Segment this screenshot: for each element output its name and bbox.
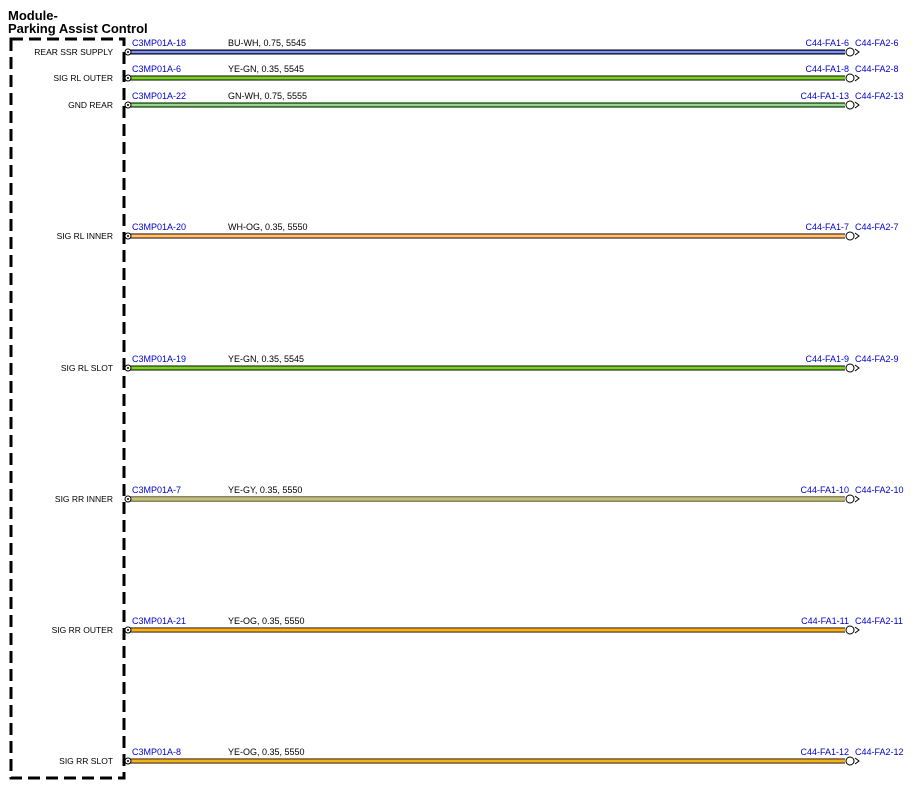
signal-label: SIG RR SLOT <box>59 756 113 766</box>
terminal-dot-icon <box>127 104 129 106</box>
module-title-line1: Module- <box>8 8 58 23</box>
terminal-dot-icon <box>127 51 129 53</box>
wire-spec-label: YE-GN, 0.35, 5545 <box>228 354 304 364</box>
wire-spec-label: YE-GN, 0.35, 5545 <box>228 64 304 74</box>
module-boundary <box>9 37 126 780</box>
end-connector-label: C44-FA2-8 <box>855 64 899 74</box>
module-title-line2: Parking Assist Control <box>8 21 148 36</box>
end-connector-icon <box>845 73 855 83</box>
terminal-dot-icon <box>127 77 129 79</box>
connector-pin-label: C3MP01A-19 <box>132 354 186 364</box>
circuit-row: GND REAR C3MP01A-22 GN-WH, 0.75, 5555 C44-F… <box>68 91 903 110</box>
end-connector-icon <box>845 231 855 241</box>
circuit-row: SIG RR SLOT C3MP01A-8 YE-OG, 0.35, 5550 C44… <box>59 747 903 766</box>
end-connector-label: C44-FA2-6 <box>855 38 899 48</box>
chevron-right-icon <box>854 757 860 765</box>
signal-label: GND REAR <box>68 100 113 110</box>
end-connector-label: C44-FA1-6 <box>805 38 849 48</box>
end-connector-label: C44-FA2-10 <box>855 485 904 495</box>
end-connector-icon <box>845 494 855 504</box>
circuit-row: REAR SSR SUPPLY C3MP01A-18 BU-WH, 0.75, 55… <box>34 38 898 57</box>
end-connector-icon <box>845 363 855 373</box>
signal-label: SIG RL SLOT <box>61 363 113 373</box>
end-connector-icon <box>845 625 855 635</box>
end-connector-icon <box>845 100 855 110</box>
chevron-right-icon <box>854 101 860 109</box>
connector-pin-label: C3MP01A-22 <box>132 91 186 101</box>
signal-label: SIG RR OUTER <box>52 625 113 635</box>
end-connector-label: C44-FA2-7 <box>855 222 899 232</box>
chevron-right-icon <box>854 74 860 82</box>
wire-spec-label: GN-WH, 0.75, 5555 <box>228 91 307 101</box>
chevron-right-icon <box>854 232 860 240</box>
circuit-row: SIG RL SLOT C3MP01A-19 YE-GN, 0.35, 5545 C4… <box>61 354 899 373</box>
chevron-right-icon <box>854 495 860 503</box>
terminal-dot-icon <box>127 629 129 631</box>
end-connector-label: C44-FA1-10 <box>800 485 849 495</box>
circuit-row: SIG RL OUTER C3MP01A-6 YE-GN, 0.35, 5545 C4… <box>53 64 898 83</box>
wire-spec-label: YE-OG, 0.35, 5550 <box>228 616 305 626</box>
signal-label: SIG RL OUTER <box>53 73 113 83</box>
circuit-row: SIG RL INNER C3MP01A-20 WH-OG, 0.35, 5550 C… <box>57 222 899 241</box>
connector-pin-label: C3MP01A-7 <box>132 485 181 495</box>
connector-pin-label: C3MP01A-21 <box>132 616 186 626</box>
end-connector-label: C44-FA1-13 <box>800 91 849 101</box>
circuit-row: SIG RR OUTER C3MP01A-21 YE-OG, 0.35, 5550 C… <box>52 616 903 635</box>
wire-spec-label: YE-OG, 0.35, 5550 <box>228 747 305 757</box>
signal-label: REAR SSR SUPPLY <box>34 47 113 57</box>
circuit-row: SIG RR INNER C3MP01A-7 YE-GY, 0.35, 5550 C4… <box>55 485 904 504</box>
end-connector-label: C44-FA1-8 <box>805 64 849 74</box>
end-connector-icon <box>845 47 855 57</box>
terminal-dot-icon <box>127 760 129 762</box>
end-connector-icon <box>845 756 855 766</box>
end-connector-label: C44-FA2-12 <box>855 747 904 757</box>
end-connector-label: C44-FA1-12 <box>800 747 849 757</box>
signal-label: SIG RL INNER <box>57 231 113 241</box>
chevron-right-icon <box>854 364 860 372</box>
terminal-dot-icon <box>127 235 129 237</box>
connector-pin-label: C3MP01A-18 <box>132 38 186 48</box>
end-connector-label: C44-FA2-9 <box>855 354 899 364</box>
end-connector-label: C44-FA2-11 <box>855 616 903 626</box>
end-connector-label: C44-FA1-9 <box>805 354 849 364</box>
terminal-dot-icon <box>127 367 129 369</box>
connector-pin-label: C3MP01A-8 <box>132 747 181 757</box>
wire-spec-label: WH-OG, 0.35, 5550 <box>228 222 308 232</box>
connector-pin-label: C3MP01A-20 <box>132 222 186 232</box>
terminal-dot-icon <box>127 498 129 500</box>
chevron-right-icon <box>854 626 860 634</box>
connector-pin-label: C3MP01A-6 <box>132 64 181 74</box>
chevron-right-icon <box>854 48 860 56</box>
end-connector-label: C44-FA1-7 <box>805 222 849 232</box>
signal-label: SIG RR INNER <box>55 494 113 504</box>
wire-spec-label: YE-GY, 0.35, 5550 <box>228 485 302 495</box>
end-connector-label: C44-FA1-11 <box>801 616 849 626</box>
end-connector-label: C44-FA2-13 <box>855 91 904 101</box>
circuit-group: REAR SSR SUPPLY C3MP01A-18 BU-WH, 0.75, 55… <box>34 38 903 766</box>
wire-spec-label: BU-WH, 0.75, 5545 <box>228 38 306 48</box>
